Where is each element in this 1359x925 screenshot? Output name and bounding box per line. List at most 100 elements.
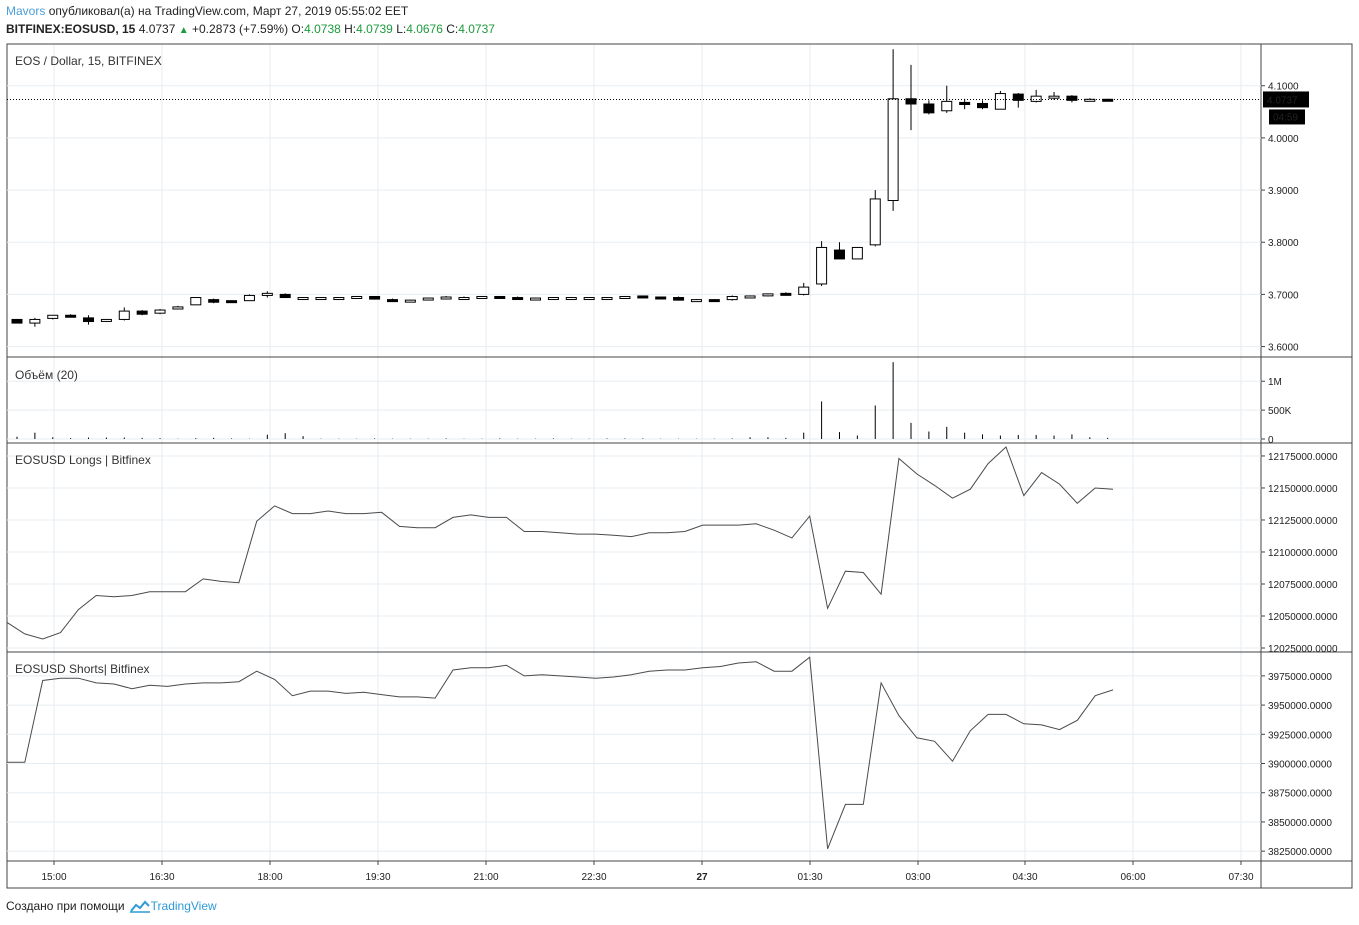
candle-body	[565, 297, 577, 301]
up-arrow-icon: ▲	[178, 25, 189, 36]
candle-body	[279, 293, 291, 299]
tradingview-brand: TradingView	[150, 899, 217, 913]
shorts-pane-title: EOSUSD Shorts| Bitfinex	[15, 662, 150, 676]
countdown-tag	[1269, 109, 1305, 125]
time-tick-label: 19:30	[365, 872, 390, 883]
candle-body	[1030, 95, 1042, 102]
price-tick-label: 4.0000	[1268, 134, 1299, 145]
candle-body	[1012, 93, 1024, 101]
candle-body	[708, 299, 720, 303]
candle-body	[941, 100, 953, 112]
candle-body	[780, 292, 792, 296]
candle-body	[315, 297, 327, 301]
candle-body	[601, 297, 613, 301]
tradingview-logo[interactable]: TradingView	[129, 899, 217, 913]
shorts-tick-label: 3900000.0000	[1268, 760, 1332, 771]
shorts-tick-label: 3950000.0000	[1268, 701, 1332, 712]
candle-body	[673, 297, 685, 301]
candle-body	[172, 306, 184, 310]
longs-pane-title: EOSUSD Longs | Bitfinex	[15, 453, 151, 467]
candle-body	[297, 297, 309, 301]
close-label: C:	[446, 22, 459, 36]
candle-body	[655, 296, 667, 300]
time-tick-label: 22:30	[581, 872, 606, 883]
ohlc-legend: BITFINEX:EOSUSD, 15 4.0737 ▲ +0.2873 (+7…	[6, 22, 495, 36]
candle-body	[476, 295, 488, 299]
candle-body	[136, 310, 148, 315]
candle-body	[744, 295, 756, 299]
last-price: 4.0737	[138, 22, 176, 36]
last-price-tag	[1263, 91, 1309, 108]
price-tick-label: 3.9000	[1268, 186, 1299, 197]
candle-body	[923, 103, 935, 114]
candle-body	[512, 297, 524, 301]
price-tick-label: 3.7000	[1268, 290, 1299, 301]
candle-body	[583, 297, 595, 301]
candle-body	[887, 98, 899, 201]
time-tick-label: 01:30	[797, 872, 822, 883]
published-text: опубликовал(а) на TradingView.com, Март …	[48, 4, 409, 18]
candle-body	[422, 297, 434, 301]
time-tick-label: 16:30	[149, 872, 174, 883]
candle-body	[261, 292, 273, 296]
tradingview-cloud-icon	[129, 900, 150, 913]
candle-body	[833, 249, 845, 260]
price-tick-label: 4.1000	[1268, 82, 1299, 93]
chart-frame	[6, 43, 1353, 889]
candle-body	[905, 98, 917, 105]
price-change: +0.2873 (+7.59%)	[192, 22, 289, 36]
candle-body	[208, 299, 220, 303]
shorts-tick-label: 3850000.0000	[1268, 818, 1332, 829]
candle-body	[1066, 95, 1078, 101]
candle-body	[1048, 95, 1060, 99]
longs-tick-label: 12125000.0000	[1268, 516, 1338, 527]
close-value: 4.0737	[458, 22, 495, 36]
candle-body	[530, 297, 542, 301]
candle-body	[369, 295, 381, 300]
candle-body	[47, 314, 59, 319]
volume-tick-label: 0	[1268, 435, 1274, 446]
candle-body	[959, 101, 971, 106]
time-tick-label: 15:00	[41, 872, 66, 883]
shorts-tick-label: 3975000.0000	[1268, 672, 1332, 683]
longs-series-line	[6, 446, 1114, 640]
candle-body	[1102, 98, 1114, 102]
candle-body	[637, 295, 649, 299]
candle-body	[851, 246, 863, 260]
longs-tick-label: 12100000.0000	[1268, 548, 1338, 559]
high-label: H:	[344, 22, 357, 36]
time-tick-label: 18:00	[257, 872, 282, 883]
candle-body	[726, 295, 738, 301]
candle-body	[333, 297, 345, 301]
candle-body	[351, 295, 363, 299]
candle-body	[977, 102, 989, 109]
candle-body	[1084, 98, 1096, 102]
symbol-label: BITFINEX:EOSUSD, 15	[6, 22, 136, 36]
candle-body	[994, 93, 1006, 110]
candle-body	[118, 310, 130, 320]
candle-body	[816, 246, 828, 285]
candle-body	[29, 318, 41, 324]
time-tick-label: 04:30	[1012, 872, 1037, 883]
candle-body	[100, 318, 112, 322]
low-label: L:	[396, 22, 407, 36]
candle-body	[11, 318, 23, 324]
time-tick-label: 07:30	[1228, 872, 1253, 883]
open-value: 4.0738	[304, 22, 341, 36]
price-tick-label: 3.8000	[1268, 238, 1299, 249]
candle-body	[440, 296, 452, 300]
shorts-tick-label: 3925000.0000	[1268, 730, 1332, 741]
longs-tick-label: 12175000.0000	[1268, 452, 1338, 463]
volume-tick-label: 1M	[1268, 377, 1282, 388]
low-value: 4.0676	[406, 22, 443, 36]
candle-body	[619, 295, 631, 299]
shorts-tick-label: 3875000.0000	[1268, 789, 1332, 800]
candle-body	[243, 294, 255, 302]
countdown-text: 04:59	[1273, 112, 1298, 123]
price-tick-label: 3.6000	[1268, 343, 1299, 354]
candle-body	[798, 286, 810, 295]
candle-body	[154, 309, 166, 314]
candle-body	[83, 317, 95, 323]
author-link[interactable]: Mavors	[6, 4, 46, 18]
